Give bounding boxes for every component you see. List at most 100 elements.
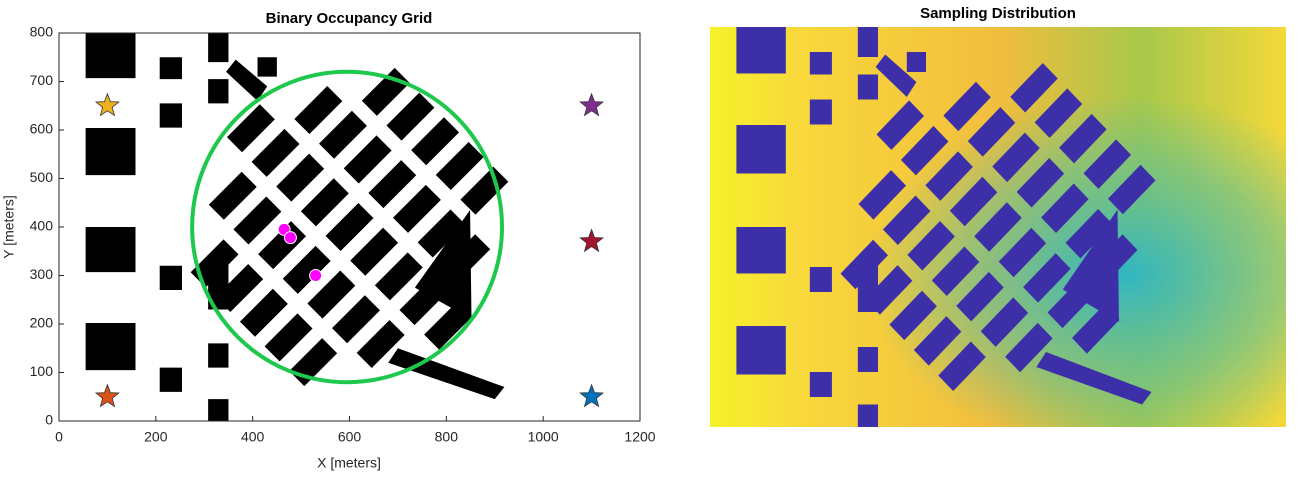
obstacle (938, 341, 986, 392)
star-marker (94, 92, 120, 117)
obstacle (264, 313, 313, 362)
obstacle (85, 128, 136, 176)
search-circle (190, 69, 505, 385)
obstacle (1071, 304, 1120, 354)
obstacle (1062, 209, 1119, 322)
obstacle (736, 227, 786, 274)
y-tick-label: 0 (45, 412, 53, 428)
x-tick-label: 600 (338, 429, 362, 445)
x-tick-label: 400 (241, 429, 265, 445)
obstacle (307, 270, 356, 319)
obstacle (858, 170, 907, 220)
obstacle (1010, 62, 1058, 113)
obstacle (251, 128, 300, 177)
obstacle (208, 33, 229, 63)
obstacle (736, 125, 786, 174)
chart-title: Binary Occupancy Grid (266, 10, 433, 27)
obstacle (907, 220, 955, 271)
obstacle (226, 59, 268, 101)
obstacle (208, 399, 229, 421)
obstacle (913, 316, 962, 366)
star-marker (579, 92, 605, 117)
obstacle (864, 265, 913, 315)
obstacle (857, 74, 878, 100)
obstacle (332, 295, 380, 344)
obstacle (998, 227, 1047, 278)
y-tick-label: 500 (30, 169, 54, 185)
obstacle (956, 271, 1004, 322)
obstacle (974, 202, 1022, 252)
obstacle (159, 367, 182, 392)
obstacle (435, 141, 484, 190)
obstacle (992, 132, 1040, 183)
obstacle (386, 92, 435, 141)
obstacle (208, 343, 229, 368)
obstacle (809, 52, 832, 75)
obstacle (215, 264, 264, 313)
obstacle (294, 86, 343, 135)
obstacle (374, 252, 423, 301)
obstacle (424, 301, 473, 350)
obstacle (417, 209, 466, 258)
obstacle (736, 27, 786, 74)
obstacle (889, 290, 937, 341)
y-tick-label: 300 (30, 266, 54, 282)
obstacle (1041, 183, 1089, 234)
obstacle (949, 176, 998, 227)
obstacle (1023, 253, 1071, 303)
y-tick-label: 700 (30, 72, 54, 88)
obstacle (809, 267, 832, 292)
obstacle (967, 107, 1016, 157)
obstacle (1016, 158, 1065, 208)
obstacle (736, 326, 786, 375)
x-tick-label: 800 (435, 429, 459, 445)
obstacle (943, 81, 991, 132)
obstacle (857, 347, 878, 372)
obstacle (925, 151, 973, 201)
obstacle (875, 54, 917, 97)
y-tick-label: 600 (30, 121, 54, 137)
obstacle (857, 404, 878, 427)
y-tick-label: 800 (30, 24, 54, 40)
obstacle (159, 265, 182, 291)
obstacle (392, 184, 441, 233)
obstacle (980, 297, 1029, 347)
y-tick-label: 400 (30, 218, 54, 234)
obstacle (809, 99, 832, 125)
point-marker (309, 269, 323, 282)
y-tick-label: 200 (30, 315, 54, 331)
obstacle (931, 246, 980, 296)
obstacle (159, 103, 182, 128)
obstacle (233, 196, 282, 245)
star-marker (94, 383, 120, 408)
obstacle (411, 117, 460, 166)
point-marker (283, 231, 297, 245)
obstacle (282, 245, 331, 294)
obstacles (85, 33, 509, 421)
obstacle (319, 110, 367, 159)
obstacle (325, 202, 374, 252)
obstacle (300, 178, 349, 227)
obstacle (1036, 352, 1152, 405)
obstacle (356, 319, 405, 368)
obstacle (1083, 139, 1132, 189)
obstacle (857, 27, 878, 57)
obstacle (85, 323, 136, 371)
x-axis-label: X [meters] (317, 455, 381, 471)
obstacles (736, 27, 1156, 427)
obstacle (343, 135, 392, 184)
obstacle (388, 348, 505, 400)
obstacle (350, 227, 399, 276)
obstacle (1065, 208, 1114, 259)
obstacle (239, 288, 288, 337)
obstacle (840, 239, 889, 290)
x-tick-label: 0 (55, 429, 63, 445)
obstacle (900, 125, 949, 176)
obstacle (276, 153, 325, 202)
obstacle (1005, 322, 1053, 373)
obstacle (208, 79, 229, 104)
y-axis-label: Y [meters] (1, 195, 17, 259)
obstacle (159, 57, 182, 80)
